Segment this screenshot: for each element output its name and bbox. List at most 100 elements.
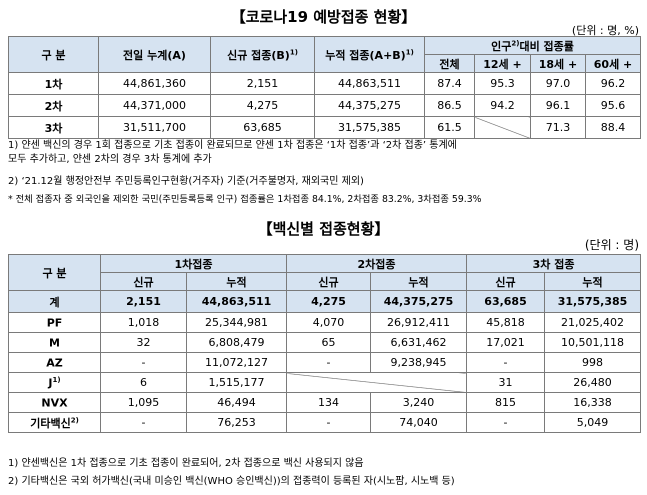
cell-total: 86.5 (424, 94, 475, 117)
row-label: 2차 (8, 94, 99, 117)
cell-d3-cum: 16,338 (544, 392, 642, 413)
cell-total: 87.4 (424, 72, 475, 95)
cell-d2-cum: 9,238,945 (370, 352, 468, 373)
cell-cum: 44,863,511 (314, 72, 425, 95)
table1-note-2: 2) ‘21.12월 행정안전부 주민등록인구현황(거주자) 기준(거주불명자,… (8, 176, 364, 187)
cell-d3-new: - (466, 412, 546, 433)
table-row: PF 1,018 25,344,981 4,070 26,912,411 45,… (8, 312, 642, 333)
cell-d2-cum: 44,375,275 (370, 290, 468, 313)
total-row: 계 2,151 44,863,511 4,275 44,375,275 63,6… (8, 290, 642, 313)
cell-age60: 88.4 (584, 116, 642, 139)
header-category: 구 분 (8, 36, 99, 73)
table1-note-3: * 전체 접종자 중 외국인을 제외한 국민(주민등록등록 인구) 접종률은 1… (8, 194, 482, 205)
header-dose2-cum: 누적 (370, 272, 468, 291)
row-label: 1차 (8, 72, 99, 95)
cell-age18: 97.0 (530, 72, 586, 95)
table2-note-1: 1) 얀센백신은 1차 접종으로 기초 접종이 완료되어, 2차 접종으로 백신… (8, 458, 364, 469)
cell-d3-new: 815 (466, 392, 546, 413)
header-dose3-new: 신규 (466, 272, 546, 291)
header-new-dose: 신규 접종(B)1) (210, 36, 315, 73)
row-label: AZ (8, 352, 101, 373)
cell-d1-new: 6 (100, 372, 187, 393)
cell-d2-empty (286, 372, 468, 393)
cell-d1-cum: 6,808,479 (185, 332, 288, 353)
row-label: PF (8, 312, 101, 333)
cell-cum: 44,375,275 (314, 94, 425, 117)
cell-d1-cum: 44,863,511 (185, 290, 288, 313)
cell-new: 4,275 (210, 94, 315, 117)
header-rate-total: 전체 (424, 54, 475, 73)
table-row: 3차 31,511,700 63,685 31,575,385 61.5 71.… (8, 116, 642, 139)
cell-age60: 96.2 (584, 72, 642, 95)
vaccine-type-title: 【백신별 접종현황】 (257, 220, 390, 238)
cell-d3-cum: 21,025,402 (544, 312, 642, 333)
cell-d2-cum: 74,040 (370, 412, 468, 433)
row-label: M (8, 332, 101, 353)
cell-d1-cum: 1,515,177 (185, 372, 288, 393)
row-label: 기타백신2) (8, 412, 101, 433)
cell-d2-cum: 3,240 (370, 392, 468, 413)
cell-age12: 95.3 (474, 72, 531, 95)
row-label: 계 (8, 290, 101, 313)
cell-d2-new: - (286, 352, 372, 373)
cell-d1-new: 2,151 (100, 290, 187, 313)
table-row: NVX 1,095 46,494 134 3,240 815 16,338 (8, 392, 642, 413)
cell-d3-new: 45,818 (466, 312, 546, 333)
row-label: NVX (8, 392, 101, 413)
table2-unit: (단위 : 명) (584, 238, 639, 252)
header-dose1-new: 신규 (100, 272, 187, 291)
header-dose1: 1차접종 (99, 254, 288, 273)
table1-note-1-cont: 모두 추가하고, 얀센 2차의 경우 3차 통계에 추가 (8, 154, 212, 165)
table2-note-2: 2) 기타백신은 국외 허가백신(국내 미승인 백신(WHO 승인백신))의 접… (8, 476, 455, 487)
header-population-rate: 인구2)대비 접종률 (423, 36, 642, 55)
cell-d3-new: 31 (466, 372, 546, 393)
cell-age18: 71.3 (530, 116, 586, 139)
cell-d1-cum: 46,494 (185, 392, 288, 413)
cell-age12: 94.2 (474, 94, 531, 117)
cell-d2-new: 4,275 (286, 290, 372, 313)
cell-age18: 96.1 (530, 94, 586, 117)
header-dose3-cum: 누적 (544, 272, 642, 291)
cell-d3-new: - (466, 352, 546, 373)
cell-age12-empty (474, 116, 531, 139)
cell-d2-new: 65 (286, 332, 372, 353)
cell-d3-new: 17,021 (466, 332, 546, 353)
cell-d1-new: - (100, 412, 187, 433)
cell-d1-cum: 25,344,981 (185, 312, 288, 333)
table1-note-1: 1) 얀센 백신의 경우 1회 접종으로 기초 접종이 완료되므로 얀센 1차 … (8, 140, 457, 151)
cell-d2-new: - (286, 412, 372, 433)
cell-d1-new: - (100, 352, 187, 373)
header-prev-total: 전일 누계(A) (98, 36, 211, 73)
header-rate-12plus: 12세 + (474, 54, 531, 73)
cell-d1-new: 1,018 (100, 312, 187, 333)
table-row: AZ - 11,072,127 - 9,238,945 - 998 (8, 352, 642, 373)
cell-d2-cum: 6,631,462 (370, 332, 468, 353)
table-row: J1) 6 1,515,177 31 26,480 (8, 372, 642, 393)
table1-unit: (단위 : 명, %) (571, 24, 639, 37)
cell-prev: 44,371,000 (98, 94, 211, 117)
header-dose3: 3차 접종 (466, 254, 642, 273)
cell-total: 61.5 (424, 116, 475, 139)
row-label: J1) (8, 372, 101, 393)
cell-d3-cum: 10,501,118 (544, 332, 642, 353)
table-row: 2차 44,371,000 4,275 44,375,275 86.5 94.2… (8, 94, 642, 117)
cell-d1-new: 32 (100, 332, 187, 353)
cell-cum: 31,575,385 (314, 116, 425, 139)
cell-d2-new: 134 (286, 392, 372, 413)
header-dose1-cum: 누적 (185, 272, 288, 291)
cell-d2-cum: 26,912,411 (370, 312, 468, 333)
header-rate-60plus: 60세 + (584, 54, 642, 73)
cell-d1-new: 1,095 (100, 392, 187, 413)
cell-d3-cum: 31,575,385 (544, 290, 642, 313)
cell-new: 63,685 (210, 116, 315, 139)
cell-new: 2,151 (210, 72, 315, 95)
header-cumulative: 누적 접종(A+B)1) (314, 36, 425, 73)
cell-d1-cum: 76,253 (185, 412, 288, 433)
row-label: 3차 (8, 116, 99, 139)
cell-prev: 31,511,700 (98, 116, 211, 139)
table-row: 1차 44,861,360 2,151 44,863,511 87.4 95.3… (8, 72, 642, 95)
cell-d1-cum: 11,072,127 (185, 352, 288, 373)
cell-d3-cum: 998 (544, 352, 642, 373)
cell-prev: 44,861,360 (98, 72, 211, 95)
